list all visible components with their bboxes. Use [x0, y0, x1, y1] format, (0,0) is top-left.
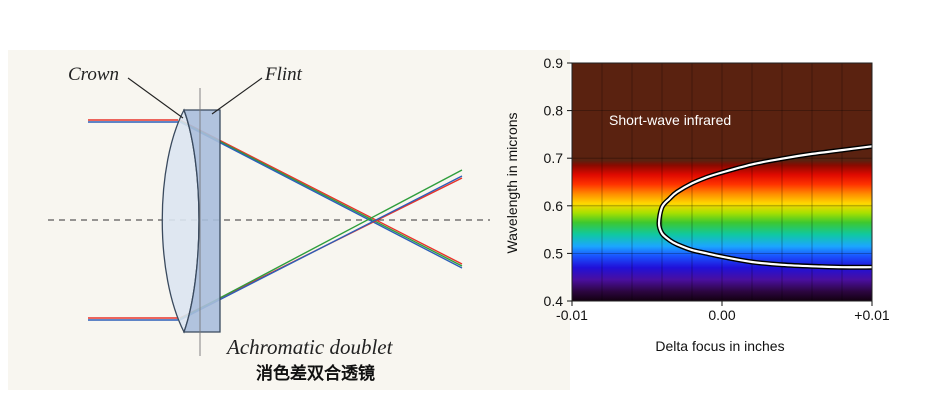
incoming-beam-bottom [88, 317, 178, 321]
crown-label: Crown [68, 64, 119, 85]
focus-curve [657, 145, 873, 269]
caption-english: Achromatic doublet [225, 335, 394, 359]
y-axis-label: Wavelength in microns [504, 112, 520, 253]
flint-label: Flint [264, 64, 303, 85]
incoming-beam-top [88, 119, 178, 123]
y-tick-label: 0.6 [544, 198, 564, 214]
focus-shift-chart: 0.9 0.8 0.7 0.6 0.5 0.4-0.01 0.00 +0.01 Short-w… [504, 55, 890, 354]
x-axis-label: Delta focus in inches [655, 338, 784, 354]
y-tick-label: 0.8 [544, 103, 564, 119]
ray-red-top [179, 119, 463, 265]
y-tick-label: 0.7 [544, 150, 564, 166]
refracted-rays [179, 119, 463, 321]
y-tick-label: 0.9 [544, 55, 564, 71]
crown-leader-line [127, 77, 184, 119]
caption-chinese: 消色差双合透镜 [256, 363, 375, 384]
chart-ticks: 0.9 0.8 0.7 0.6 0.5 0.4-0.01 0.00 +0.01 [544, 55, 890, 323]
y-tick-label: 0.5 [544, 245, 564, 261]
y-tick-label: 0.4 [544, 293, 564, 309]
doublet-diagram: Crown Flint Achromatic doublet 消色差双合透镜 [8, 50, 570, 390]
diagram-background [8, 50, 570, 390]
x-tick-label: +0.01 [854, 307, 890, 323]
flint-leader-line [211, 77, 263, 115]
flint-lens-element [183, 109, 221, 333]
ray-blue-top [179, 121, 463, 269]
spectrum-background [572, 63, 872, 301]
ray-green-bottom [179, 169, 463, 320]
ray-green-top [179, 120, 463, 267]
annotation-short-wave-infrared: Short-wave infrared [609, 112, 731, 128]
x-tick-label: -0.01 [556, 307, 588, 323]
x-tick-label: 0.00 [708, 307, 735, 323]
ray-blue-bottom [179, 175, 463, 321]
